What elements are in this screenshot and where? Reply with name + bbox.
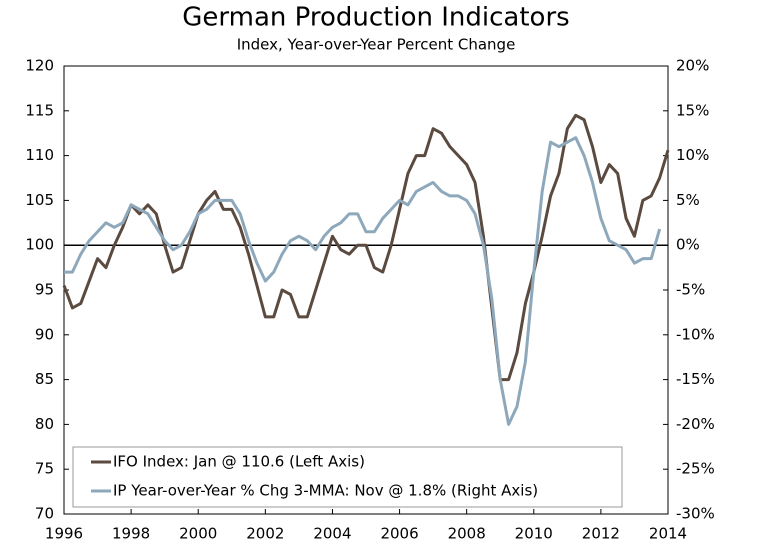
y-tick-label: 95 xyxy=(35,281,54,299)
y-tick-label: 80 xyxy=(35,415,54,433)
series-line xyxy=(64,136,662,426)
x-tick-label: 2010 xyxy=(515,525,553,543)
y2-tick-label: 0% xyxy=(676,236,700,254)
y2-tick-label: 5% xyxy=(676,191,700,209)
y2-tick-label: -25% xyxy=(676,460,715,478)
y-tick-label: 90 xyxy=(35,325,54,343)
x-tick-label: 2006 xyxy=(380,525,418,543)
x-tick-label: 1998 xyxy=(112,525,150,543)
x-tick-label: 2014 xyxy=(649,525,687,543)
y-tick-label: 115 xyxy=(25,101,54,119)
x-tick-label: 2000 xyxy=(179,525,217,543)
y2-tick-label: 20% xyxy=(676,57,709,75)
legend-label: IP Year-over-Year % Chg 3-MMA: Nov @ 1.8… xyxy=(113,482,538,500)
x-tick-label: 2008 xyxy=(448,525,486,543)
y2-tick-label: -10% xyxy=(676,325,715,343)
y-tick-label: 100 xyxy=(25,236,54,254)
y2-tick-label: -20% xyxy=(676,415,715,433)
y-tick-label: 70 xyxy=(35,505,54,523)
y2-tick-label: 15% xyxy=(676,101,709,119)
x-tick-label: 2002 xyxy=(246,525,284,543)
legend-label: IFO Index: Jan @ 110.6 (Left Axis) xyxy=(113,453,365,471)
chart-title: German Production Indicators xyxy=(182,3,569,33)
series-line xyxy=(62,113,670,382)
y-tick-label: 120 xyxy=(25,57,54,75)
y2-tick-label: -5% xyxy=(676,281,705,299)
x-tick-label: 2004 xyxy=(313,525,351,543)
x-tick-label: 2012 xyxy=(582,525,620,543)
y2-tick-label: -15% xyxy=(676,370,715,388)
y-tick-label: 85 xyxy=(35,370,54,388)
y-tick-label: 110 xyxy=(25,146,54,164)
chart-subtitle: Index, Year-over-Year Percent Change xyxy=(237,36,516,54)
x-tick-label: 1996 xyxy=(45,525,83,543)
y2-tick-label: -30% xyxy=(676,505,715,523)
y-tick-label: 105 xyxy=(25,191,54,209)
legend-box xyxy=(72,446,623,508)
y-tick-label: 75 xyxy=(35,460,54,478)
y2-tick-label: 10% xyxy=(676,146,709,164)
